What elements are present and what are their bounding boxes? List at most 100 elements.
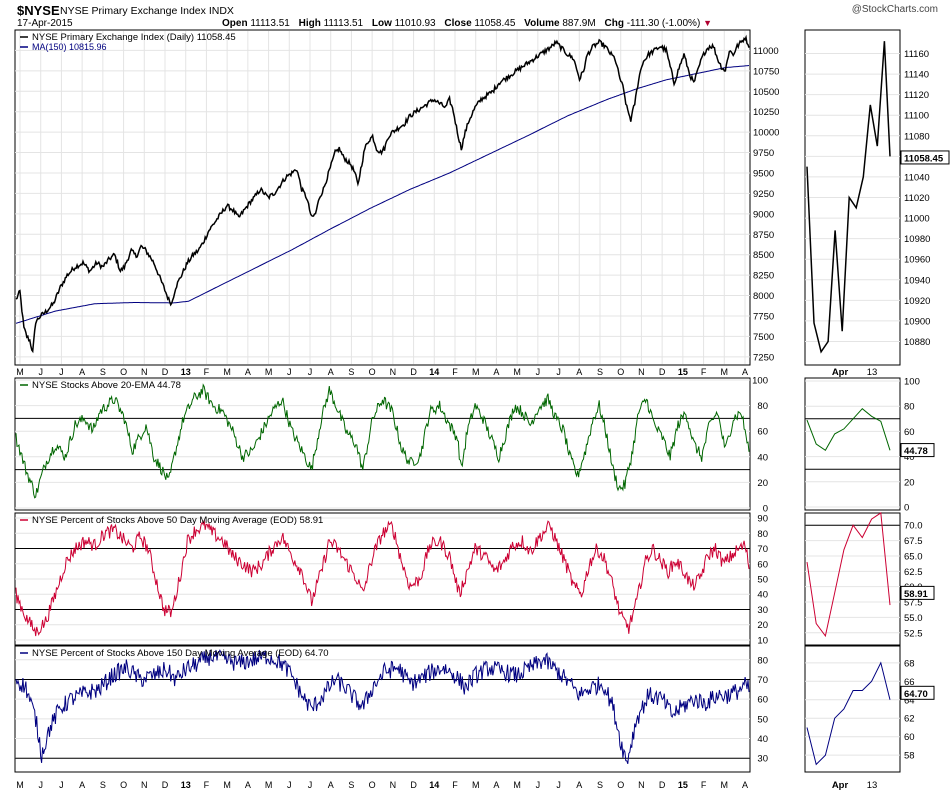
month-label-bottom: F [452, 780, 458, 790]
indicator-tick-label: 70 [757, 675, 768, 686]
price-tick-label: 10250 [753, 107, 779, 118]
indicator-tick-label: 30 [757, 605, 768, 616]
zoom-last-value: 44.78 [904, 446, 928, 457]
zoom-last-value-box [900, 443, 935, 458]
zoom-day-label: 13 [867, 367, 878, 378]
zoom-last-value-box [900, 685, 935, 700]
month-label-bottom: D [659, 780, 666, 790]
indicator-tick-label: 20 [757, 620, 768, 631]
month-label-bottom: J [556, 780, 561, 790]
month-label: M [265, 367, 273, 377]
month-label: 13 [181, 367, 191, 377]
month-label-bottom: J [536, 780, 541, 790]
month-label-bottom: A [493, 780, 499, 790]
zoom-indicator-tick: 20 [904, 477, 915, 488]
chart-date: 17-Apr-2015 [17, 18, 73, 29]
zoom-price-tick: 11140 [904, 70, 929, 81]
month-label: A [742, 367, 748, 377]
month-label-bottom: J [38, 780, 43, 790]
indicator-tick-label: 80 [757, 655, 768, 666]
zoom-price-tick: 10960 [904, 255, 930, 266]
zoom-indicator-tick: 67.5 [904, 536, 923, 547]
indicator-title: NYSE Percent of Stocks Above 150 Day Mov… [32, 648, 329, 659]
zoom-price-tick: 10940 [904, 275, 930, 286]
month-label: D [410, 367, 417, 377]
zoom-indicator-tick: 62 [904, 714, 915, 725]
indicator-panel-frame [14, 377, 751, 511]
down-arrow-icon: ▼ [703, 18, 712, 28]
month-label: N [390, 367, 397, 377]
month-label: M [513, 367, 521, 377]
month-label: J [536, 367, 541, 377]
month-label: J [59, 367, 64, 377]
month-label: N [638, 367, 645, 377]
zoom-indicator-tick: 40 [904, 452, 915, 463]
zoom-price-tick: 11120 [904, 90, 929, 101]
zoom-price-tick: 11100 [904, 111, 929, 122]
price-tick-label: 11000 [753, 46, 779, 57]
month-label: S [348, 367, 354, 377]
indicator-tick-label: 60 [757, 559, 768, 570]
indicator-tick-label: 60 [757, 427, 768, 438]
price-tick-label: 7500 [753, 332, 774, 343]
zoom-price-tick: 10980 [904, 234, 930, 245]
month-label: J [556, 367, 561, 377]
month-label-bottom: M [721, 780, 729, 790]
month-label: D [162, 367, 169, 377]
chart-header: $NYSE NYSE Primary Exchange Index INDX 1… [0, 0, 950, 30]
zoom-indicator-tick: 66 [904, 677, 915, 688]
zoom-indicator-tick: 0 [904, 503, 909, 514]
month-label: F [701, 367, 707, 377]
zoom-price-tick: 11080 [904, 131, 930, 142]
price-tick-label: 9000 [753, 209, 774, 220]
zoom-last-value-box [900, 585, 935, 600]
zoom-indicator-tick: 68 [904, 658, 915, 669]
indicator-tick-label: 80 [757, 401, 768, 412]
zoom-indicator-frame [804, 645, 901, 773]
month-label: M [721, 367, 729, 377]
price-tick-label: 10000 [753, 128, 779, 139]
month-label: A [328, 367, 334, 377]
zoom-indicator-line [806, 512, 891, 638]
indicator-title: NYSE Percent of Stocks Above 50 Day Movi… [32, 515, 323, 526]
month-label-bottom: M [223, 780, 231, 790]
indicator-tick-label: 30 [757, 754, 768, 765]
zoom-indicator-tick: 70.0 [904, 521, 923, 532]
month-label-bottom: A [576, 780, 582, 790]
price-tick-label: 8250 [753, 271, 774, 282]
zoom-indicator-tick: 80 [904, 402, 915, 413]
zoom-last-price-box [900, 150, 950, 165]
month-label-bottom: F [701, 780, 707, 790]
month-label-bottom: S [348, 780, 354, 790]
quote-bar: Open 11113.51 High 11113.51 Low 11010.93… [222, 18, 712, 29]
month-label: A [79, 367, 85, 377]
indicator-tick-label: 40 [757, 452, 768, 463]
indicator-tick-label: 40 [757, 590, 768, 601]
zoom-indicator-tick: 52.5 [904, 628, 923, 639]
zoom-price-tick: 10900 [904, 316, 930, 327]
legend-price: NYSE Primary Exchange Index (Daily) 1105… [32, 32, 236, 43]
zoom-price-line [806, 41, 891, 354]
price-tick-label: 10750 [753, 66, 779, 77]
zoom-indicator-tick: 60 [904, 732, 915, 743]
zoom-indicator-frame [804, 377, 901, 511]
month-label-bottom: A [245, 780, 251, 790]
zoom-month-label-bottom: Apr [832, 780, 849, 791]
price-tick-label: 10500 [753, 87, 779, 98]
zoom-indicator-line [806, 408, 891, 452]
indicator-tick-label: 10 [757, 635, 768, 646]
month-label: 14 [429, 367, 439, 377]
month-label-bottom: 15 [678, 780, 688, 790]
legend-ma: MA(150) 10815.96 [32, 42, 107, 52]
price-tick-label: 7750 [753, 311, 774, 322]
month-label-bottom: 14 [429, 780, 439, 790]
instrument-name: NYSE Primary Exchange Index INDX [60, 5, 234, 17]
month-label-bottom: F [204, 780, 210, 790]
zoom-day-label-bottom: 13 [867, 780, 878, 791]
zoom-price-tick: 11040 [904, 172, 930, 183]
indicator-line [15, 649, 750, 764]
month-label: A [493, 367, 499, 377]
month-label: O [617, 367, 624, 377]
indicator-tick-label: 80 [757, 529, 768, 540]
price-tick-label: 9500 [753, 168, 774, 179]
